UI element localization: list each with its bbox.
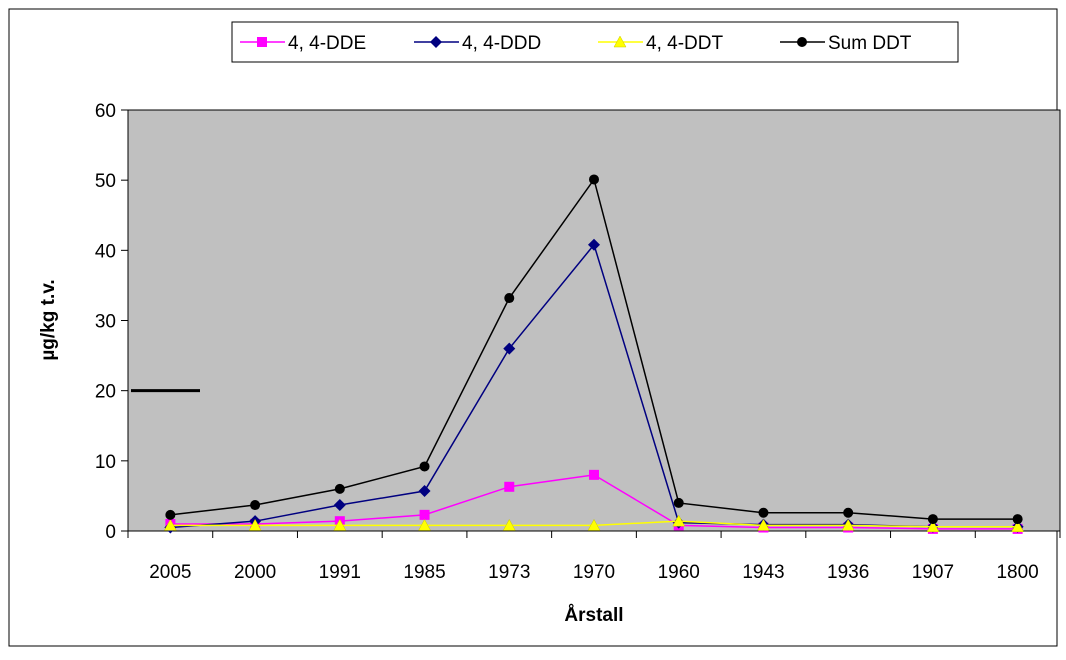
legend-box [231,21,959,63]
x-tick-label: 1960 [658,562,700,583]
y-tick-label: 10 [95,452,116,473]
data-point [334,483,345,494]
data-point [163,518,177,531]
data-point [419,509,430,520]
data-point [1012,514,1023,525]
data-point [927,514,938,525]
data-point [841,518,855,531]
x-tick-label: 1985 [403,562,445,583]
series-sum-ddt [165,174,1023,525]
data-point [1011,520,1025,533]
y-tick-label: 20 [95,382,116,403]
legend-items: 4, 4-DDE 4, 4-DDD 4, 4-DDT Sum DDT [240,33,912,54]
y-tick-label: 0 [105,522,116,543]
data-point [418,518,431,531]
legend-label: Sum DDT [828,33,912,54]
legend-swatch-marker [613,35,627,48]
data-point [333,518,347,531]
x-tick-label: 1973 [488,562,530,583]
legend-swatch-marker [430,36,442,48]
x-axis-ticks: 2005 2000 1991 1985 1973 1970 1960 1943 1936 1907… [127,531,1061,583]
legend-swatch-marker [797,37,807,47]
x-tick-label: 1936 [827,562,869,583]
data-point [589,469,599,480]
y-tick-label: 40 [95,241,116,262]
x-tick-label: 1800 [996,562,1038,583]
data-point [757,518,770,531]
data-point [843,507,854,518]
legend-label: 4, 4-DDE [288,33,366,54]
data-point [419,461,430,472]
data-point [504,293,515,304]
x-tick-label: 1943 [742,562,784,583]
data-point [673,497,684,508]
data-point [502,518,516,531]
x-tick-label: 1970 [573,562,615,583]
y-tick-label: 50 [95,171,116,192]
y-axis-ticks: 0 10 20 30 40 50 60 [95,101,128,543]
x-axis-title: Årstall [564,605,623,626]
y-tick-label: 60 [95,101,116,122]
data-point [926,520,940,533]
data-point [589,174,599,185]
series-layer [163,174,1025,534]
data-point [503,342,516,355]
data-point [758,507,769,518]
data-point [587,518,601,531]
data-point [250,500,261,511]
x-tick-label: 2005 [149,562,191,583]
data-point [672,514,686,527]
plot-area [127,109,1061,532]
data-point [333,499,346,512]
x-tick-label: 1991 [319,562,361,583]
legend-label: 4, 4-DDT [646,33,723,54]
data-point [248,518,262,531]
legend-label: 4, 4-DDD [462,33,541,54]
legend-swatch-marker [257,37,267,47]
series-4-4-ddt [163,514,1025,533]
y-tick-label: 30 [95,312,116,333]
data-point [418,485,431,498]
x-tick-label: 1907 [912,562,954,583]
data-point [504,481,515,492]
x-tick-label: 2000 [234,562,276,583]
data-point [165,509,176,520]
data-point [588,238,600,251]
legend: 4, 4-DDE 4, 4-DDD 4, 4-DDT Sum DDT [231,21,959,63]
y-axis-title: µg/kg t.v. [38,279,59,360]
